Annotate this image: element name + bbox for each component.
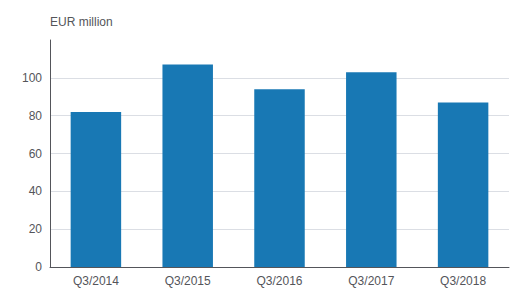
svg-text:Q3/2015: Q3/2015 — [165, 274, 211, 288]
svg-text:40: 40 — [29, 184, 43, 198]
svg-text:0: 0 — [35, 260, 42, 274]
svg-text:100: 100 — [22, 71, 42, 85]
svg-text:Q3/2017: Q3/2017 — [348, 274, 394, 288]
svg-text:60: 60 — [29, 147, 43, 161]
svg-text:EUR million: EUR million — [50, 15, 113, 29]
svg-text:Q3/2018: Q3/2018 — [440, 274, 486, 288]
svg-text:80: 80 — [29, 109, 43, 123]
svg-text:20: 20 — [29, 222, 43, 236]
svg-text:Q3/2016: Q3/2016 — [256, 274, 302, 288]
svg-text:Q3/2014: Q3/2014 — [73, 274, 119, 288]
